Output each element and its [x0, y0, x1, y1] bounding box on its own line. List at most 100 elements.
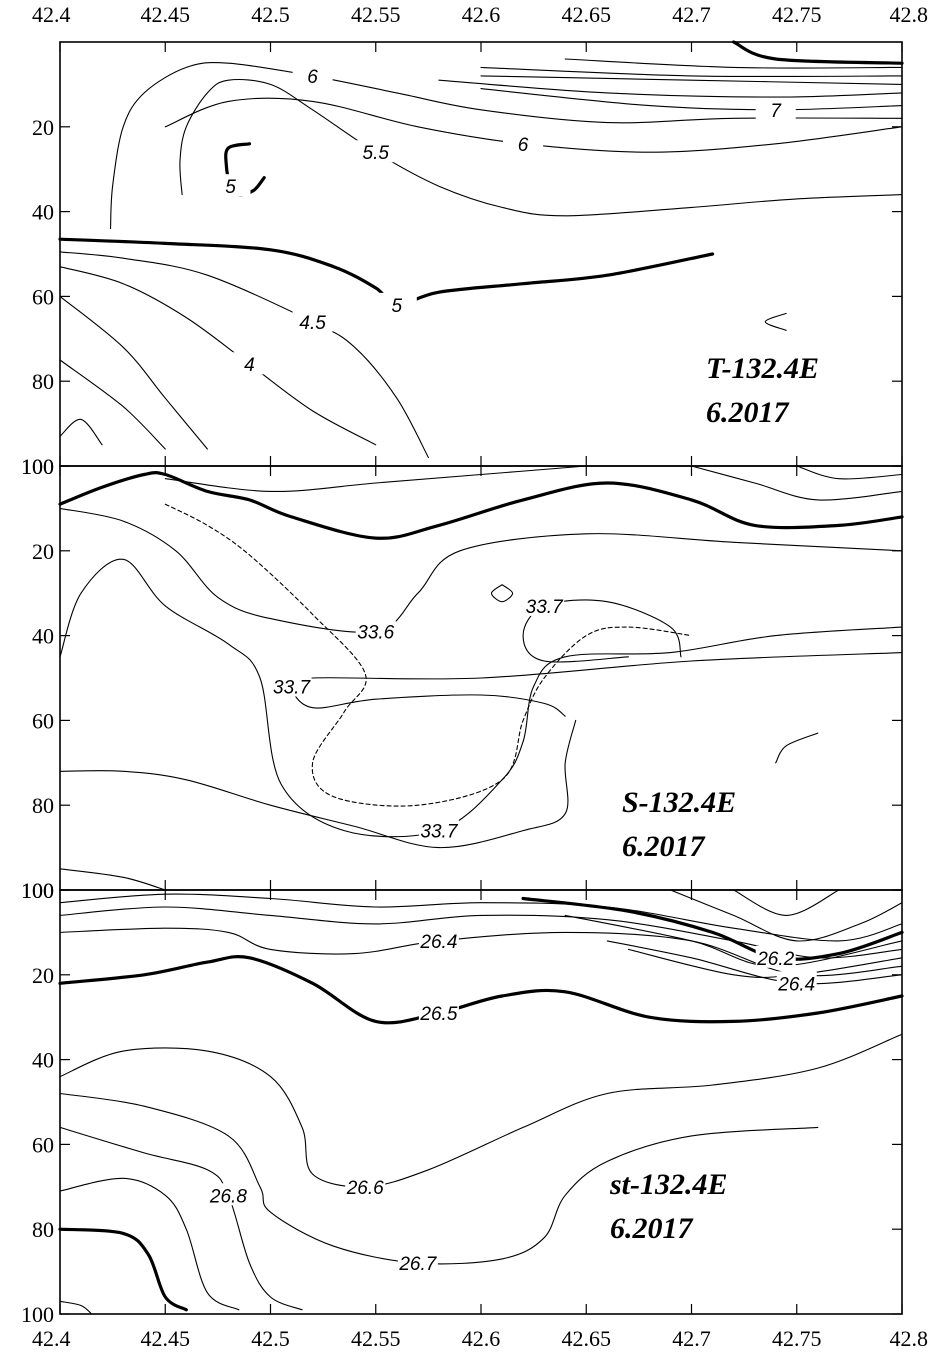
contour-label: 33.7 — [526, 597, 564, 618]
y-tick-label: 60 — [32, 1132, 54, 1157]
x-tick-label-bottom: 42.75 — [772, 1326, 822, 1351]
contour-line-26-9 — [59, 1300, 93, 1315]
panel-title-line: 6.2017 — [622, 830, 706, 863]
y-tick-label: 80 — [32, 369, 54, 394]
contour-line-6-5 — [564, 58, 903, 69]
contour-line-26-1 — [669, 889, 903, 942]
contour-label-bg — [355, 140, 396, 163]
contour-label: 26.7 — [398, 1254, 437, 1275]
panel-title-line: st-132.4E — [609, 1168, 728, 1201]
contour-label: 7 — [770, 101, 782, 122]
x-tick-label-bottom: 42.5 — [251, 1326, 290, 1351]
y-tick-label: 40 — [32, 200, 54, 225]
contour-line-33-8 — [59, 719, 577, 849]
y-tick-label: 20 — [32, 115, 54, 140]
contour-line-7 — [480, 88, 903, 111]
panel-title-line: T-132.4E — [706, 352, 819, 385]
contour-line-33-7 — [59, 558, 903, 838]
contour-label-bg — [208, 1183, 249, 1206]
x-tick-label-bottom: 42.45 — [141, 1326, 191, 1351]
contour-label: 26.4 — [419, 932, 457, 953]
contour-line-26-9 — [58, 1227, 188, 1312]
contour-line-26 — [733, 889, 840, 916]
contour-label-bg — [524, 593, 565, 616]
contour-line-33-7 — [289, 652, 903, 717]
x-tick-label-top: 42.55 — [351, 2, 401, 27]
contour-label: 6 — [518, 135, 529, 156]
contour-label-bg — [229, 352, 270, 375]
contour-label: 26.4 — [777, 974, 815, 995]
x-tick-label-bottom: 42.6 — [462, 1326, 501, 1351]
x-tick-label-top: 42.7 — [672, 2, 711, 27]
y-tick-label: 80 — [32, 793, 54, 818]
contour-line-4 — [59, 295, 208, 450]
contour-line-26-8 — [59, 1126, 303, 1311]
contour-label-bg — [418, 928, 459, 951]
contour-line-33-3 — [796, 465, 903, 480]
y-tick-label: 40 — [32, 1048, 54, 1073]
y-tick-label: 100 — [21, 454, 54, 479]
y-tick-label: 20 — [32, 539, 54, 564]
contour-layer — [58, 40, 904, 1315]
contour-line-33-6 — [775, 732, 819, 764]
contour-line-33-4 — [164, 465, 587, 492]
contour-label: 4.5 — [299, 313, 326, 334]
contour-line-26-4 — [606, 940, 903, 985]
panel-title-line: 6.2017 — [706, 396, 790, 429]
x-tick-label-bottom: 42.4 — [32, 1326, 71, 1351]
x-tick-label-top: 42.5 — [251, 2, 290, 27]
contour-line-4 — [59, 359, 166, 450]
contour-line-6 — [480, 75, 903, 85]
panel-title-line: 6.2017 — [610, 1212, 694, 1245]
contour-label-bg — [271, 674, 312, 697]
x-tick-label-bottom: 42.65 — [562, 1326, 612, 1351]
contour-label-bg — [210, 174, 251, 197]
contour-line-26-2 — [564, 914, 903, 967]
contour-line-26-3 — [627, 948, 903, 978]
contour-line-26-6 — [59, 1033, 903, 1188]
axes-layer: 2040608010010020406080100100204060801004… — [21, 2, 928, 1351]
contour-line-33-5 — [58, 471, 904, 540]
x-tick-label-top: 42.8 — [890, 2, 929, 27]
contour-label-bg — [755, 945, 796, 968]
panel-title-line: S-132.4E — [622, 786, 736, 819]
y-tick-label: 100 — [21, 878, 54, 903]
contour-label-bg — [418, 1000, 459, 1023]
y-tick-label: 40 — [32, 624, 54, 649]
contour-label-bg — [376, 292, 417, 315]
contour-line-5 — [764, 312, 787, 331]
contour-label-bg — [755, 97, 796, 120]
contour-label-bg — [292, 309, 333, 332]
contour-line-33-9 — [59, 868, 166, 891]
contour-line-26-85 — [59, 1177, 240, 1311]
contour-line-26-3 — [59, 893, 903, 942]
contour-label: 33.7 — [273, 677, 311, 698]
contour-line-33-6 — [59, 507, 903, 633]
x-tick-label-top: 42.65 — [562, 2, 612, 27]
x-tick-label-bottom: 42.8 — [890, 1326, 929, 1351]
contour-label-bg — [397, 1251, 438, 1274]
y-tick-label: 60 — [32, 284, 54, 309]
contour-line-6 — [164, 97, 903, 153]
contour-line-6-5 — [438, 79, 903, 98]
contour-label-bg — [345, 1174, 386, 1197]
contour-label-bg — [418, 818, 459, 841]
contour-label-bg — [776, 971, 817, 994]
y-tick-label: 80 — [32, 1217, 54, 1242]
contour-line-33-6 — [490, 584, 514, 603]
y-tick-label: 20 — [32, 963, 54, 988]
x-tick-label-bottom: 42.55 — [351, 1326, 401, 1351]
contour-line-6-5 — [480, 66, 903, 78]
x-tick-label-top: 42.6 — [462, 2, 501, 27]
contour-label: 26.2 — [756, 949, 794, 970]
y-tick-label: 100 — [21, 1302, 54, 1327]
x-tick-label-top: 42.45 — [141, 2, 191, 27]
contour-label: 6 — [307, 67, 318, 88]
contour-label: 5 — [225, 177, 236, 198]
contour-label: 33.7 — [420, 822, 458, 843]
contour-label: 26.5 — [419, 1004, 457, 1025]
y-tick-label: 100 — [21, 454, 54, 479]
contour-label: 26.8 — [209, 1186, 247, 1207]
contour-line-33-3 — [690, 465, 903, 501]
